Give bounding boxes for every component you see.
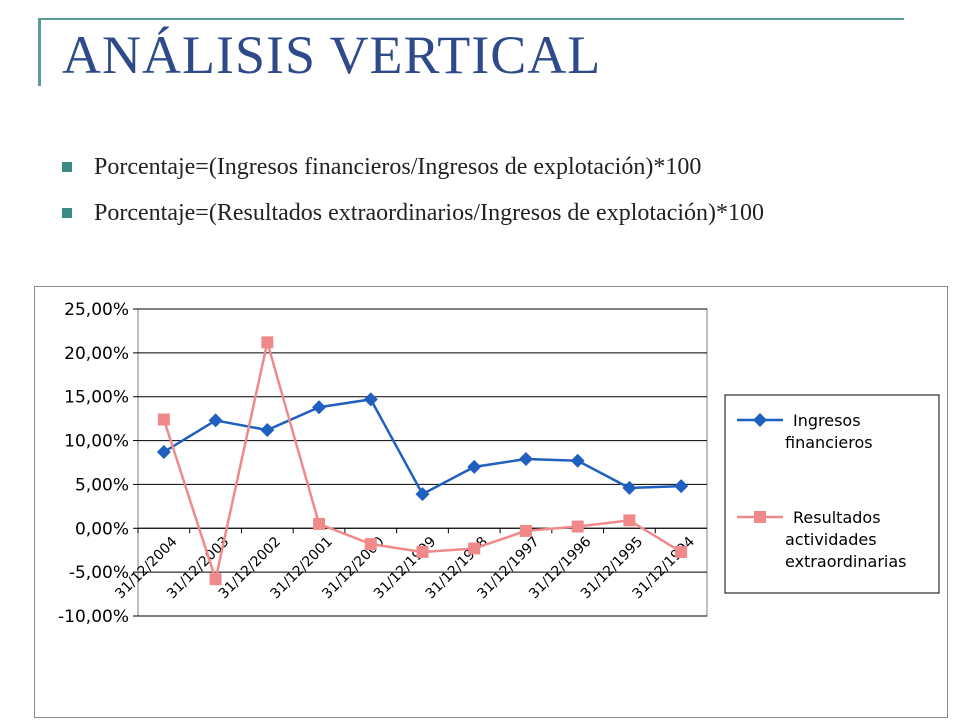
legend-label: actividades <box>785 530 877 549</box>
title-accent-vertical <box>38 18 41 86</box>
data-point-marker <box>364 538 377 551</box>
data-point-marker <box>518 451 533 466</box>
y-tick-label: 20,00% <box>64 344 129 364</box>
data-point-marker <box>209 573 222 586</box>
bullet-list: Porcentaje=(Ingresos financieros/Ingreso… <box>62 150 902 242</box>
bullet-text: Porcentaje=(Resultados extraordinarios/I… <box>94 200 765 226</box>
data-point-marker <box>260 423 275 438</box>
data-point-marker <box>313 517 326 530</box>
y-tick-label: -10,00% <box>58 607 129 627</box>
data-point-marker <box>623 514 636 527</box>
y-tick-label: 25,00% <box>64 300 129 320</box>
line-chart: 25,00% 20,00% 15,00% 10,00% 5,00% 0,00% -5,00%… <box>58 300 940 627</box>
data-point-marker <box>261 336 274 349</box>
y-tick-label: 10,00% <box>64 432 129 452</box>
bullet-square-icon <box>62 208 72 218</box>
legend-label: financieros <box>785 433 873 452</box>
data-point-marker <box>416 545 429 558</box>
data-point-marker <box>467 459 482 474</box>
data-point-marker <box>571 520 584 533</box>
legend-marker <box>754 511 766 523</box>
data-point-marker <box>363 392 378 407</box>
data-point-marker <box>156 444 171 459</box>
y-tick-label: -5,00% <box>69 563 129 583</box>
legend-label: extraordinarias <box>785 552 906 571</box>
y-tick-label: 15,00% <box>64 388 129 408</box>
data-point-marker <box>208 413 223 428</box>
data-point-marker <box>674 479 689 494</box>
data-point-marker <box>468 542 481 555</box>
data-point-marker <box>570 453 585 468</box>
bullet-square-icon <box>62 162 72 172</box>
bullet-item: Porcentaje=(Ingresos financieros/Ingreso… <box>62 150 902 184</box>
legend-label: Resultados <box>793 508 881 527</box>
data-point-marker <box>519 524 532 537</box>
data-point-marker <box>312 400 327 415</box>
legend-label: Ingresos <box>793 411 861 430</box>
plot-area <box>137 308 708 617</box>
y-tick-label: 5,00% <box>75 475 129 495</box>
slide-title: ANÁLISIS VERTICAL <box>62 25 602 85</box>
data-point-marker <box>415 487 430 502</box>
bullet-item: Porcentaje=(Resultados extraordinarios/I… <box>62 196 902 230</box>
chart-frame: 25,00% 20,00% 15,00% 10,00% 5,00% 0,00% -5,00%… <box>34 286 948 718</box>
legend-box <box>724 394 940 594</box>
y-tick-label: 0,00% <box>75 519 129 539</box>
bullet-text: Porcentaje=(Ingresos financieros/Ingreso… <box>94 154 702 180</box>
data-point-marker <box>622 480 637 495</box>
data-point-marker <box>675 545 688 558</box>
series-line-1 <box>163 397 682 496</box>
legend-marker <box>753 413 767 427</box>
title-accent-horizontal <box>38 18 904 20</box>
data-point-marker <box>157 413 170 426</box>
